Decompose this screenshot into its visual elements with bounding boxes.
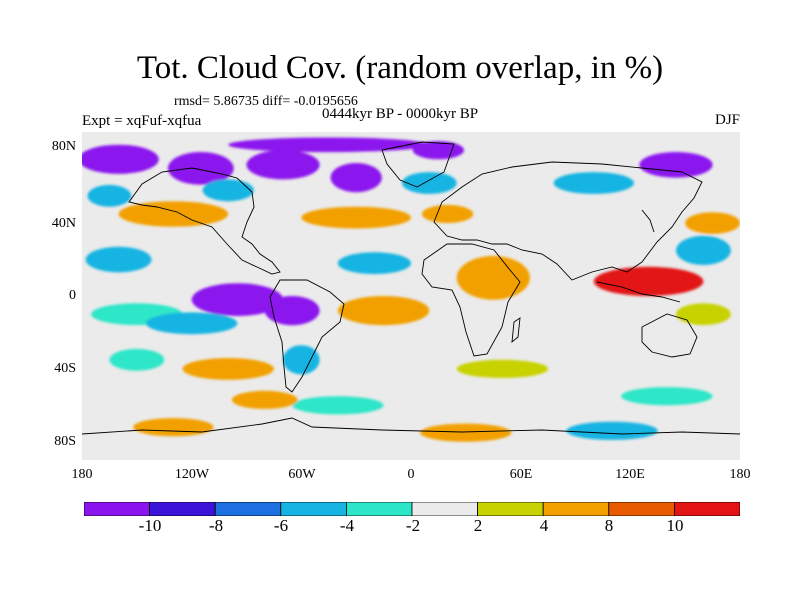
- anomaly-region: [228, 137, 430, 153]
- anomaly-region: [401, 172, 457, 194]
- colorbar-box: [608, 502, 675, 516]
- lon-tick-label: 0: [407, 467, 415, 482]
- colorbar-label: -6: [273, 516, 289, 535]
- anomaly-region: [337, 296, 430, 326]
- coastline-south-america: [269, 279, 345, 393]
- coastlines: [82, 141, 740, 435]
- anomaly-regions: [82, 137, 740, 442]
- colorbar-box: [477, 502, 544, 516]
- experiment-label: Expt = xqFuf-xqfua: [82, 113, 202, 129]
- anomaly-region: [85, 246, 152, 273]
- anomaly-region: [420, 423, 512, 442]
- anomaly-region: [283, 345, 320, 375]
- anomaly-region: [246, 150, 320, 180]
- colorbar-label: 8: [604, 516, 614, 535]
- anomaly-region: [566, 421, 658, 440]
- anomaly-region: [202, 179, 254, 202]
- anomaly-region: [292, 396, 384, 415]
- anomaly-region: [676, 303, 731, 326]
- colorbar-box: [674, 502, 740, 516]
- lon-tick-label: 180: [71, 467, 93, 482]
- lat-tick-label: 80N: [51, 139, 76, 154]
- anomaly-region: [87, 184, 132, 207]
- anomaly-region: [553, 172, 634, 194]
- anomaly-region: [301, 206, 411, 229]
- anomaly-region: [82, 144, 159, 174]
- colorbar-label: -8: [208, 516, 224, 535]
- anomaly-region: [412, 141, 464, 160]
- anomaly-region: [191, 283, 284, 316]
- anomaly-region: [231, 390, 298, 409]
- colorbar-label: -4: [339, 516, 355, 535]
- coastline-indonesia: [596, 281, 681, 303]
- season-label: DJF: [714, 112, 740, 128]
- lon-tick-label: 60E: [509, 467, 533, 482]
- coastline-greenland: [381, 141, 455, 188]
- colorbar-box: [84, 502, 150, 516]
- anomaly-region: [330, 163, 382, 193]
- lon-tick-label: 60W: [288, 467, 316, 482]
- anomaly-region: [133, 418, 214, 437]
- anomaly-region: [456, 359, 549, 378]
- anomaly-region: [685, 212, 740, 234]
- cloud-cover-map: [82, 132, 740, 460]
- colorbar-box: [280, 502, 347, 516]
- anomaly-region: [167, 152, 234, 185]
- colorbar: [84, 502, 740, 516]
- anomaly-region: [639, 152, 713, 178]
- colorbar-label: 4: [539, 516, 549, 535]
- coastline-antarctica: [82, 417, 740, 435]
- lat-tick-label: 40N: [51, 216, 76, 231]
- lat-tick-label: 0: [69, 288, 76, 303]
- lon-tick-label: 120W: [174, 467, 210, 482]
- anomaly-region: [676, 235, 731, 265]
- anomaly-region: [109, 348, 165, 371]
- colorbar-box: [542, 502, 610, 516]
- coastline-africa: [421, 243, 521, 357]
- colorbar-box: [411, 502, 478, 516]
- anomaly-region: [264, 296, 320, 326]
- stats-text: rmsd= 5.86735 diff= -0.0195656: [174, 94, 358, 109]
- coastline-madagascar: [511, 317, 521, 344]
- colorbar-label: 2: [473, 516, 483, 535]
- colorbar-label: 10: [666, 516, 684, 535]
- coastline-europe-asia: [433, 161, 703, 281]
- lon-tick-label: 120E: [615, 467, 645, 482]
- anomaly-region: [118, 201, 229, 227]
- anomaly-region: [337, 252, 411, 275]
- lat-tick-label: 80S: [54, 434, 76, 449]
- anomaly-region: [456, 255, 530, 300]
- anomaly-region: [422, 204, 474, 224]
- colorbar-box: [345, 502, 413, 516]
- coastline-north-america: [128, 167, 281, 275]
- colorbar-label: -10: [138, 516, 162, 535]
- anomaly-region: [182, 358, 274, 380]
- colorbar-box: [214, 502, 282, 516]
- anomaly-region: [621, 387, 713, 406]
- page-title: Tot. Cloud Cov. (random overlap, in %): [136, 50, 664, 86]
- period-label: 0444kyr BP - 0000kyr BP: [322, 106, 479, 122]
- anomaly-region: [593, 266, 704, 296]
- colorbar-box: [149, 502, 216, 516]
- lon-tick-label: 180: [729, 467, 751, 482]
- coastline-japan: [641, 209, 655, 233]
- lat-tick-label: 40S: [54, 361, 76, 376]
- colorbar-label: -2: [405, 516, 421, 535]
- anomaly-region: [146, 312, 238, 335]
- coastline-australia: [641, 313, 698, 358]
